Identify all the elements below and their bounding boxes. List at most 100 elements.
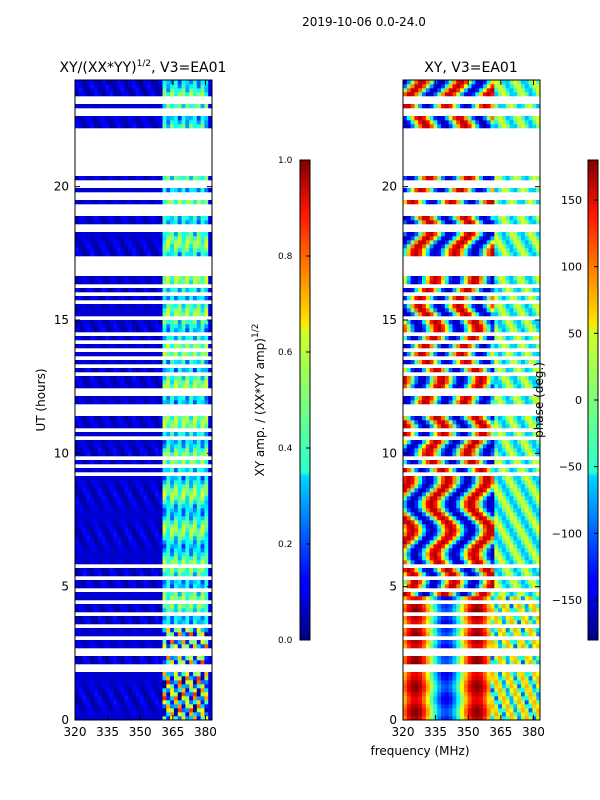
heatmap-cell xyxy=(185,252,190,257)
heatmap-cell xyxy=(189,696,194,701)
heatmap-cell xyxy=(192,496,198,501)
heatmap-cell xyxy=(406,616,412,621)
heatmap-cell xyxy=(208,660,213,665)
heatmap-cell xyxy=(132,296,137,301)
heatmap-cell xyxy=(124,508,129,513)
heatmap-cell xyxy=(162,640,167,645)
heatmap-cell xyxy=(482,548,488,553)
heatmap-cell xyxy=(82,336,87,341)
heatmap-cell xyxy=(75,480,80,485)
heatmap-cell xyxy=(116,692,122,697)
heatmap-cell xyxy=(200,628,205,633)
heatmap-cell xyxy=(181,680,186,685)
heatmap-cell xyxy=(208,644,213,649)
heatmap-cell xyxy=(410,640,415,645)
heatmap-cell xyxy=(78,628,84,633)
heatmap-cell xyxy=(101,88,106,93)
heatmap-cell xyxy=(204,484,209,489)
heatmap-cell xyxy=(181,716,186,721)
y-tick-label: 10 xyxy=(54,446,69,460)
heatmap-cell xyxy=(418,716,423,721)
heatmap-cell xyxy=(181,432,186,437)
heatmap-cell xyxy=(422,672,427,677)
heatmap-cell xyxy=(189,308,194,313)
heatmap-cell xyxy=(162,88,167,93)
heatmap-cell xyxy=(82,708,87,713)
heatmap-cell xyxy=(177,468,182,473)
heatmap-cell xyxy=(181,248,186,253)
heatmap-cell xyxy=(94,500,99,505)
heatmap-cell xyxy=(113,420,118,425)
heatmap-cell xyxy=(467,568,472,573)
heatmap-cell xyxy=(166,380,171,385)
heatmap-cell xyxy=(151,460,156,465)
heatmap-cell xyxy=(113,276,118,281)
heatmap-cell xyxy=(192,460,198,465)
heatmap-cell xyxy=(75,608,80,613)
heatmap-cell xyxy=(181,396,186,401)
heatmap-cell xyxy=(120,660,125,665)
heatmap-cell xyxy=(162,352,167,357)
heatmap-cell xyxy=(513,684,518,689)
heatmap-cell xyxy=(162,688,167,693)
heatmap-cell xyxy=(166,424,171,429)
heatmap-cell xyxy=(433,620,438,625)
heatmap-cell xyxy=(132,432,137,437)
heatmap-cell xyxy=(94,244,99,249)
heatmap-cell xyxy=(109,344,114,349)
heatmap-cell xyxy=(151,328,156,333)
heatmap-cell xyxy=(170,276,175,281)
heatmap-cell xyxy=(192,544,198,549)
heatmap-cell xyxy=(154,176,160,181)
heatmap-cell xyxy=(78,380,84,385)
heatmap-cell xyxy=(113,344,118,349)
heatmap-cell xyxy=(444,620,450,625)
heatmap-cell xyxy=(208,424,213,429)
heatmap-cell xyxy=(173,500,179,505)
heatmap-cell xyxy=(448,580,453,585)
heatmap-cell xyxy=(429,628,434,633)
heatmap-cell xyxy=(494,704,499,709)
heatmap-cell xyxy=(204,512,209,517)
heatmap-cell xyxy=(154,712,160,717)
heatmap-cell xyxy=(536,620,541,625)
heatmap-cell xyxy=(410,708,415,713)
heatmap-cell xyxy=(101,252,106,257)
heatmap-cell xyxy=(181,216,186,221)
heatmap-cell xyxy=(154,688,160,693)
heatmap-cell xyxy=(90,568,95,573)
heatmap-cell xyxy=(75,328,80,333)
heatmap-cell xyxy=(429,572,434,577)
heatmap-cell xyxy=(82,680,87,685)
heatmap-cell xyxy=(128,424,133,429)
heatmap-cell xyxy=(94,288,99,293)
heatmap-cell xyxy=(532,568,537,573)
heatmap-cell xyxy=(403,528,408,533)
heatmap-cell xyxy=(147,344,152,349)
heatmap-cell xyxy=(75,116,80,121)
heatmap-cell xyxy=(463,708,469,713)
heatmap-cell xyxy=(105,200,110,205)
heatmap-cell xyxy=(414,712,419,717)
heatmap-cell xyxy=(456,688,461,693)
heatmap-cell xyxy=(105,252,110,257)
heatmap-cell xyxy=(158,644,163,649)
heatmap-cell xyxy=(82,280,87,285)
heatmap-cell xyxy=(173,572,179,577)
heatmap-cell xyxy=(185,460,190,465)
heatmap-cell xyxy=(113,252,118,257)
heatmap-cell xyxy=(116,360,122,365)
heatmap-cell xyxy=(444,640,450,645)
heatmap-cell xyxy=(177,512,182,517)
heatmap-cell xyxy=(151,584,156,589)
y-tick-label: 15 xyxy=(54,313,69,327)
heatmap-cell xyxy=(105,104,110,109)
heatmap-cell xyxy=(158,448,163,453)
heatmap-cell xyxy=(189,352,194,357)
heatmap-cell xyxy=(162,672,167,677)
heatmap-cell xyxy=(154,484,160,489)
heatmap-cell xyxy=(494,608,499,613)
heatmap-cell xyxy=(498,540,503,545)
heatmap-cell xyxy=(482,640,488,645)
heatmap-cell xyxy=(124,120,129,125)
